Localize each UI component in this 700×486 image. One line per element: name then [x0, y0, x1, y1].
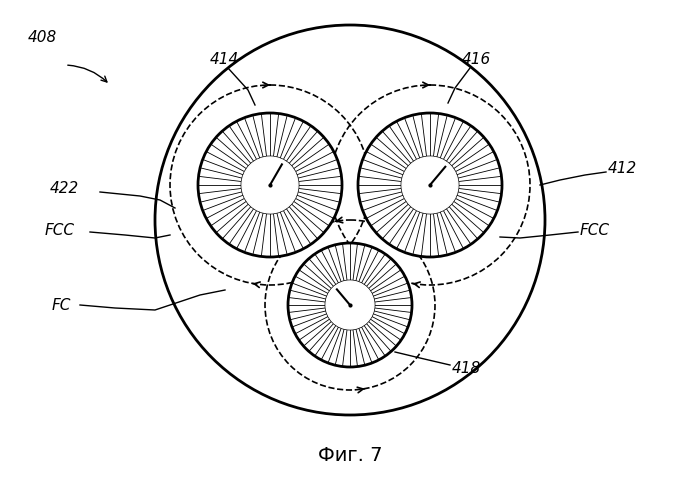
Text: FC: FC [52, 297, 71, 312]
Text: 408: 408 [28, 30, 57, 45]
Circle shape [242, 157, 298, 213]
Circle shape [288, 243, 412, 367]
Text: 422: 422 [50, 180, 79, 195]
Text: 412: 412 [608, 160, 637, 175]
Circle shape [198, 113, 342, 257]
Text: Фиг. 7: Фиг. 7 [318, 446, 382, 465]
Text: FCC: FCC [580, 223, 610, 238]
Text: 416: 416 [462, 52, 491, 67]
Circle shape [358, 113, 502, 257]
Text: 414: 414 [210, 52, 239, 67]
Text: FCC: FCC [45, 223, 75, 238]
Text: 418: 418 [452, 361, 482, 376]
Circle shape [402, 157, 458, 213]
Circle shape [326, 281, 374, 329]
